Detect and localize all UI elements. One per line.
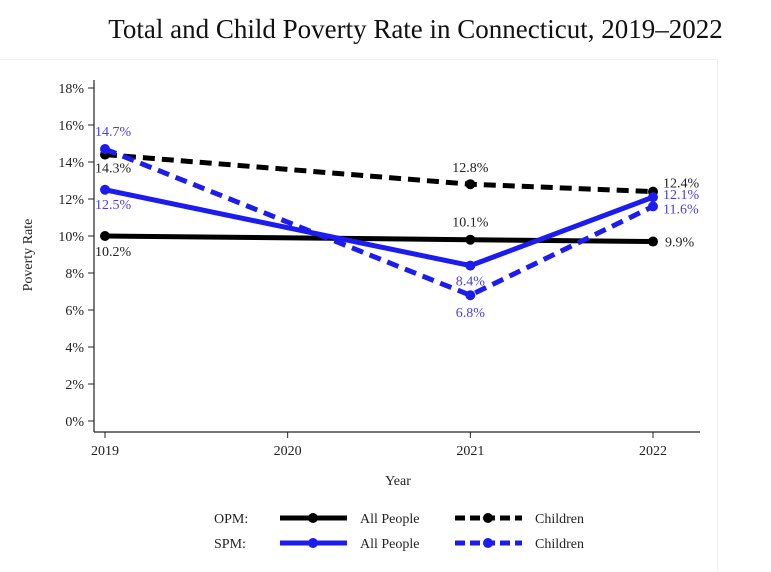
data-label: 12.1% [663, 188, 700, 203]
series-group [100, 144, 658, 301]
legend-marker [483, 513, 493, 523]
y-tick-label: 0% [65, 415, 84, 430]
data-point [465, 290, 476, 301]
legend-marker [308, 538, 318, 548]
series-line-opm-children [104, 152, 654, 195]
legend-entry-label: Children [535, 512, 584, 527]
data-label: 10.2% [95, 245, 132, 260]
data-point [100, 144, 110, 155]
legend-entry-label: Children [535, 537, 584, 552]
axes: 0% 2% 4% 6% 8% 10% 12% 14% 16% 18% 2019 2020 2021 202… [58, 80, 700, 459]
series-line-opm-all-people [104, 233, 654, 245]
data-label: 10.1% [452, 216, 489, 231]
data-label: 14.7% [95, 125, 132, 140]
data-point [465, 234, 476, 245]
x-tick-label: 2021 [456, 444, 484, 459]
y-tick-label: 14% [58, 156, 84, 171]
data-label: 14.3% [95, 162, 132, 177]
y-tick-label: 2% [65, 378, 84, 393]
data-labels: 10.2% 10.1% 9.9% 14.3% 12.8% 12.4% 12.5% 8.4% 12… [95, 125, 700, 321]
y-axis-label: Poverty Rate [21, 219, 36, 292]
data-point [465, 179, 476, 190]
data-point [100, 231, 110, 241]
x-axis-label: Year [385, 474, 411, 489]
y-tick-label: 8% [65, 267, 84, 282]
data-point [100, 184, 110, 195]
data-point [648, 236, 658, 247]
data-label: 12.4% [663, 177, 700, 192]
y-tick-label: 18% [58, 82, 84, 97]
legend: OPM: All People Children SPM: All People Chil… [214, 512, 584, 552]
data-label: 11.6% [663, 202, 699, 217]
series-line-spm-children [104, 146, 655, 298]
y-tick-label: 10% [58, 230, 84, 245]
chart-title: Total and Child Poverty Rate in Connecti… [108, 14, 723, 44]
legend-entry-label: All People [360, 537, 420, 552]
chart-frame [0, 59, 718, 572]
data-label: 12.5% [95, 198, 132, 213]
x-tick-label: 2020 [274, 444, 302, 459]
data-point [648, 192, 658, 203]
y-tick-label: 4% [65, 341, 84, 356]
data-point [648, 201, 658, 212]
data-label: 9.9% [665, 236, 695, 251]
y-tick-label: 12% [58, 193, 84, 208]
legend-group-label: SPM: [214, 537, 246, 552]
data-label: 12.8% [452, 161, 489, 176]
legend-marker [483, 538, 493, 548]
data-point [465, 260, 476, 271]
y-tick-label: 6% [65, 304, 84, 319]
legend-entry-label: All People [360, 512, 420, 527]
legend-group-label: OPM: [214, 512, 248, 527]
y-tick-label: 16% [58, 119, 84, 134]
x-tick-label: 2022 [639, 444, 667, 459]
series-line-spm-all-people [104, 187, 654, 269]
x-tick-label: 2019 [91, 444, 119, 459]
data-label: 6.8% [456, 306, 486, 321]
legend-marker [308, 513, 318, 523]
data-label: 8.4% [456, 275, 486, 290]
